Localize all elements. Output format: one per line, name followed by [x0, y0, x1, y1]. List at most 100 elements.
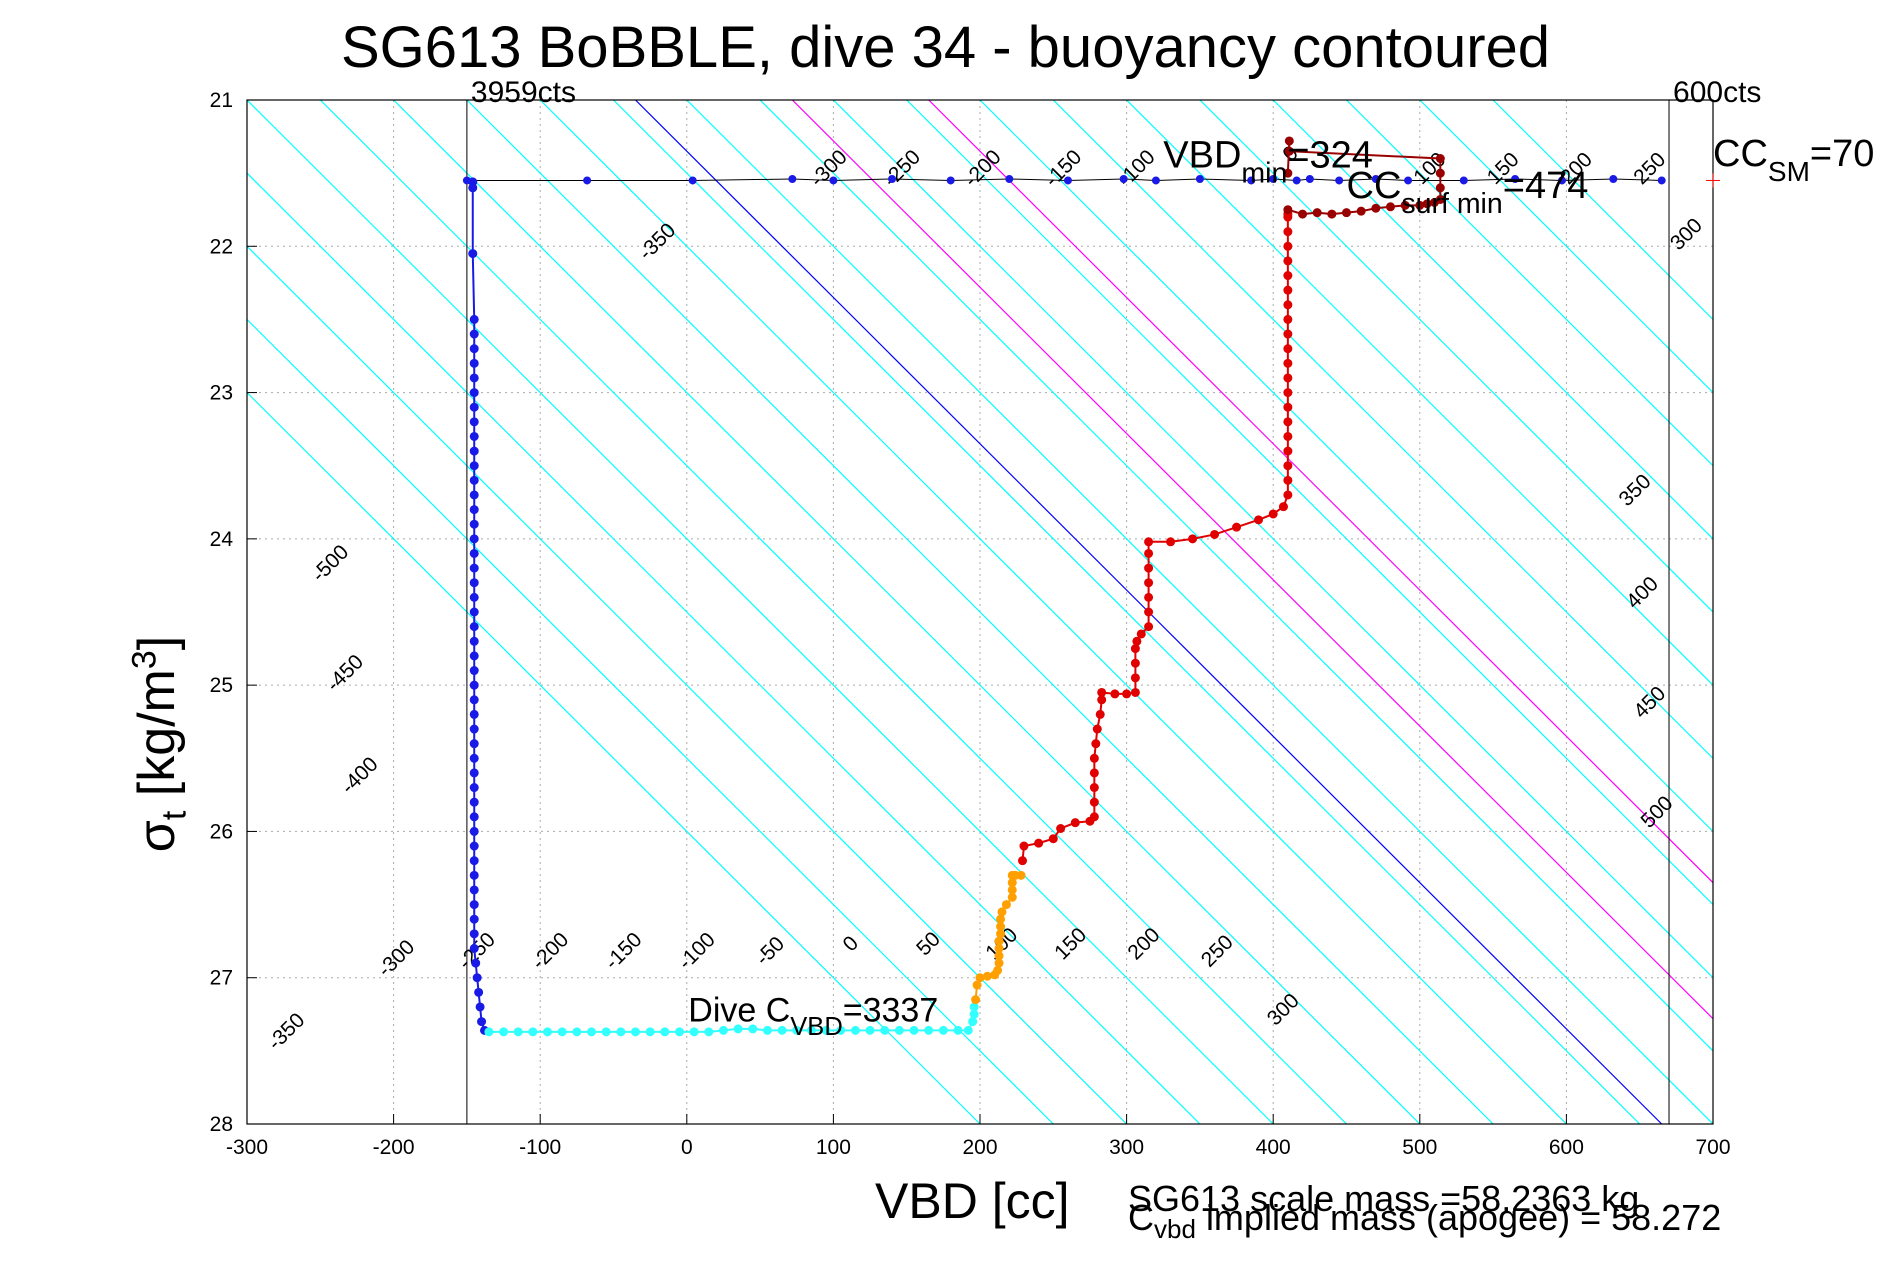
data-point: [1130, 644, 1140, 654]
data-point: [924, 1025, 934, 1035]
data-point: [1609, 174, 1618, 183]
data-point: [788, 174, 797, 183]
data-point: [1130, 687, 1140, 697]
data-point: [1278, 502, 1288, 512]
data-point: [469, 563, 479, 573]
x-axis-label: VBD [cc]: [875, 1173, 1070, 1229]
dive-cvbd-annotation-main: Dive C: [688, 992, 790, 1030]
x-tick-label: 0: [681, 1136, 693, 1159]
data-point: [469, 373, 479, 383]
data-point: [1097, 687, 1107, 697]
data-point: [469, 534, 479, 544]
data-point: [1292, 176, 1301, 185]
vbd-min-annotation-main: VBD: [1163, 134, 1241, 176]
data-point: [1657, 176, 1666, 185]
data-point: [806, 1025, 816, 1035]
data-point: [472, 973, 482, 983]
cvbd-sub: vbd: [1154, 1214, 1196, 1245]
data-point: [1122, 689, 1132, 699]
x-tick-label: 200: [962, 1136, 997, 1159]
data-point: [993, 965, 1003, 975]
data-point: [1144, 563, 1154, 573]
data-point: [469, 768, 479, 778]
x-tick-label: 600: [1549, 1136, 1584, 1159]
x-tick-label: -100: [519, 1136, 561, 1159]
data-point: [972, 980, 982, 990]
cyan-contour-line: [247, 318, 1054, 1124]
cyan-contour-line: [979, 100, 1713, 833]
data-point: [1089, 753, 1099, 763]
data-point: [557, 1027, 567, 1037]
data-point: [477, 1017, 487, 1027]
data-point: [1144, 607, 1154, 617]
vbd-min-annotation: VBDmin=324: [1163, 134, 1373, 189]
data-point: [938, 1025, 948, 1035]
cyan-contour-line: [613, 100, 1641, 1124]
y-tick-label: 24: [210, 528, 234, 551]
data-point: [469, 914, 479, 924]
data-point: [1034, 838, 1044, 848]
data-point: [1007, 878, 1017, 888]
data-point: [996, 929, 1006, 939]
data-point: [894, 1025, 904, 1035]
data-point: [1435, 194, 1445, 204]
data-point: [469, 680, 479, 690]
data-point: [1283, 168, 1293, 178]
data-point: [777, 1025, 787, 1035]
data-point: [1144, 548, 1154, 558]
cyan-contour-line: [247, 100, 1274, 1124]
data-point: [1558, 176, 1567, 185]
chart-title: SG613 BoBBLE, dive 34 - buoyancy contour…: [340, 15, 1551, 80]
x-tick-label: 100: [816, 1136, 851, 1159]
data-point: [1144, 537, 1154, 547]
cyan-contour-line: [1126, 100, 1713, 686]
data-point: [792, 1025, 802, 1035]
cyan-contour-line: [686, 100, 1713, 1124]
data-point: [469, 388, 479, 398]
data-point: [469, 709, 479, 719]
data-point: [1151, 176, 1160, 185]
data-point: [1283, 358, 1293, 368]
data-point: [1283, 461, 1293, 471]
data-point: [1007, 892, 1017, 902]
data-point: [513, 1027, 523, 1037]
data-point: [1166, 537, 1176, 547]
y-tick-label: 26: [210, 820, 233, 843]
data-point: [969, 1009, 979, 1019]
data-point: [469, 475, 479, 485]
data-point: [469, 636, 479, 646]
data-point: [850, 1025, 860, 1035]
data-point: [469, 431, 479, 441]
data-point: [1048, 834, 1058, 844]
data-point: [1305, 174, 1314, 183]
cyan-contour-line: [759, 100, 1713, 1052]
cyan-contour-line: [539, 100, 1567, 1124]
data-point: [1312, 208, 1322, 218]
cyan-contour-line: [247, 245, 1128, 1124]
data-point: [601, 1027, 611, 1037]
data-point: [1284, 136, 1294, 146]
data-point: [994, 936, 1004, 946]
data-point: [880, 1025, 890, 1035]
y-tick-label: 22: [210, 235, 233, 258]
cyan-contour-line: [1419, 100, 1713, 394]
vbd-min-annotation-sub: min: [1241, 157, 1287, 189]
data-point: [475, 1002, 485, 1012]
data-point: [1097, 695, 1107, 705]
data-point: [975, 973, 985, 983]
data-point: [469, 417, 479, 427]
magenta-contour-line: [928, 100, 1713, 884]
data-point: [689, 1027, 699, 1037]
data-point: [1283, 314, 1293, 324]
data-point: [909, 1025, 919, 1035]
data-point: [969, 1002, 979, 1012]
data-point: [1356, 206, 1366, 216]
data-point: [996, 914, 1006, 924]
data-point: [1056, 824, 1066, 834]
data-point: [469, 724, 479, 734]
data-point: [968, 1017, 978, 1027]
data-point: [1283, 329, 1293, 339]
data-point: [963, 1025, 973, 1035]
data-point: [1092, 724, 1102, 734]
